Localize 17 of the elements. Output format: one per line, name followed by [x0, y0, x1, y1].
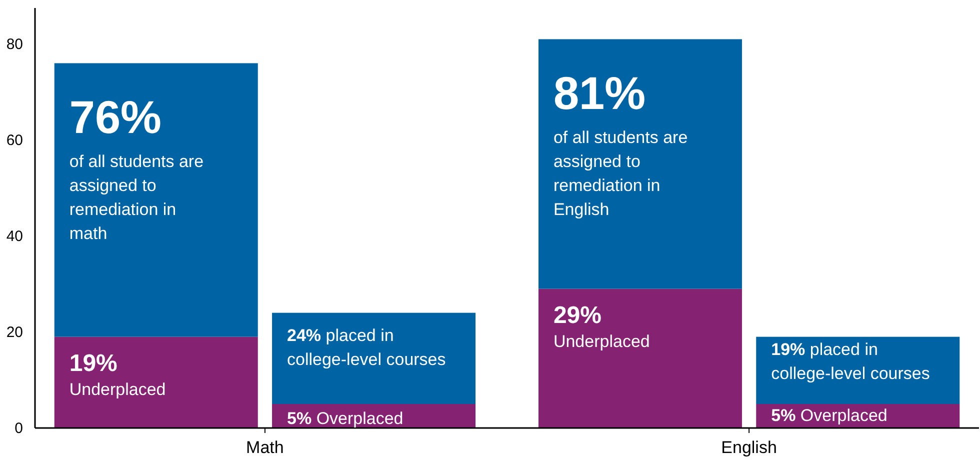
annotation: 29% Underplaced: [553, 302, 650, 351]
annotation: 19% placed in college-level courses: [771, 340, 930, 383]
text: Math: [246, 438, 284, 457]
y-tick-label: 0: [14, 420, 23, 437]
annotation: 76%: [69, 91, 162, 144]
annotation: of all students are assigned to remediation in math: [69, 152, 204, 244]
annotation: 19% Underplaced: [69, 350, 166, 399]
y-tick-label: 40: [6, 228, 23, 245]
annotation: of all students are assigned to remediation in English: [553, 128, 688, 220]
annotation: 5% Overplaced: [287, 409, 404, 428]
y-tick-label: 80: [6, 36, 23, 53]
annotation: 5% Overplaced: [771, 406, 888, 425]
annotation: 81%: [553, 67, 646, 120]
y-tick-label: 60: [6, 132, 23, 149]
annotation: 24% placed in college-level courses: [287, 326, 446, 369]
text: English: [721, 438, 777, 457]
y-tick-label: 20: [6, 324, 23, 341]
